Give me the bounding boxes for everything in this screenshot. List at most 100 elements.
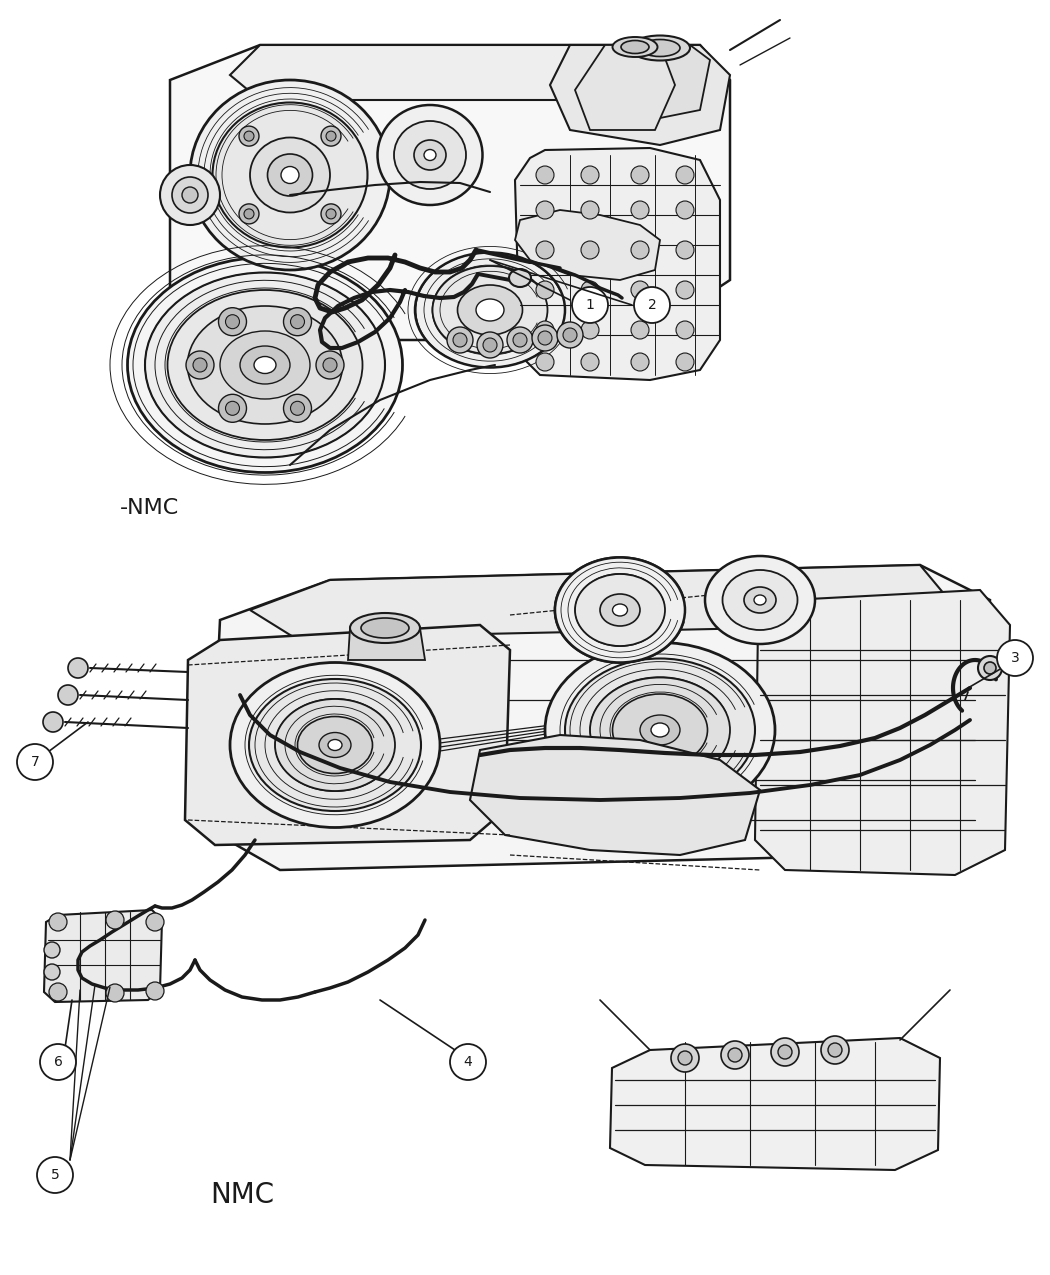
Ellipse shape — [555, 557, 685, 663]
Circle shape — [284, 394, 312, 422]
Ellipse shape — [621, 41, 649, 54]
Circle shape — [671, 1044, 699, 1072]
Circle shape — [581, 201, 598, 219]
Ellipse shape — [651, 723, 669, 737]
Circle shape — [631, 166, 649, 184]
Circle shape — [44, 942, 60, 958]
Circle shape — [68, 658, 88, 678]
Ellipse shape — [394, 121, 466, 189]
Circle shape — [326, 209, 336, 219]
Ellipse shape — [268, 154, 313, 196]
Ellipse shape — [630, 36, 690, 60]
Ellipse shape — [168, 289, 362, 440]
Circle shape — [37, 1156, 74, 1193]
Ellipse shape — [328, 740, 342, 751]
Circle shape — [572, 287, 608, 323]
Circle shape — [106, 984, 124, 1002]
Circle shape — [284, 307, 312, 335]
Circle shape — [676, 321, 694, 339]
Circle shape — [536, 321, 554, 339]
Ellipse shape — [361, 618, 410, 638]
Circle shape — [316, 351, 344, 379]
Circle shape — [239, 204, 259, 224]
Circle shape — [676, 280, 694, 300]
Circle shape — [581, 166, 598, 184]
Text: 6: 6 — [54, 1054, 62, 1068]
Ellipse shape — [249, 680, 421, 811]
Circle shape — [218, 307, 247, 335]
Circle shape — [581, 241, 598, 259]
Circle shape — [321, 204, 341, 224]
Circle shape — [44, 964, 60, 980]
Circle shape — [43, 711, 63, 732]
Circle shape — [821, 1037, 849, 1065]
Ellipse shape — [240, 346, 290, 384]
Circle shape — [532, 325, 558, 351]
Ellipse shape — [350, 613, 420, 643]
Polygon shape — [514, 210, 660, 280]
Circle shape — [146, 913, 164, 931]
Circle shape — [634, 287, 670, 323]
Text: 1: 1 — [586, 298, 594, 312]
Ellipse shape — [424, 149, 436, 161]
Circle shape — [536, 241, 554, 259]
Ellipse shape — [145, 273, 385, 458]
Circle shape — [182, 187, 198, 203]
Circle shape — [721, 1040, 749, 1068]
Text: NMC: NMC — [210, 1181, 274, 1209]
Ellipse shape — [590, 677, 730, 783]
Circle shape — [49, 983, 67, 1001]
Polygon shape — [610, 1038, 940, 1170]
Circle shape — [984, 662, 996, 674]
Polygon shape — [20, 544, 1035, 1265]
Ellipse shape — [640, 715, 680, 745]
Polygon shape — [575, 45, 675, 130]
Circle shape — [828, 1043, 842, 1057]
Circle shape — [728, 1048, 742, 1062]
Circle shape — [49, 913, 67, 931]
Circle shape — [978, 657, 1002, 680]
Circle shape — [581, 353, 598, 371]
Circle shape — [581, 321, 598, 339]
Circle shape — [291, 315, 304, 329]
Ellipse shape — [722, 570, 798, 630]
Circle shape — [507, 326, 533, 353]
Circle shape — [676, 201, 694, 219]
Circle shape — [513, 333, 527, 347]
Ellipse shape — [545, 643, 775, 817]
Circle shape — [676, 241, 694, 259]
Text: 7: 7 — [30, 755, 40, 769]
Ellipse shape — [640, 40, 680, 56]
Circle shape — [563, 328, 578, 342]
Circle shape — [453, 333, 467, 347]
Ellipse shape — [297, 717, 373, 774]
Circle shape — [146, 982, 164, 1000]
Ellipse shape — [565, 658, 755, 802]
Ellipse shape — [220, 332, 310, 399]
Circle shape — [538, 332, 552, 346]
Circle shape — [239, 126, 259, 147]
Ellipse shape — [458, 286, 523, 335]
Circle shape — [160, 164, 220, 224]
Circle shape — [186, 351, 214, 379]
Ellipse shape — [476, 300, 504, 321]
Ellipse shape — [612, 604, 628, 616]
Circle shape — [771, 1038, 799, 1066]
Circle shape — [778, 1046, 792, 1060]
Ellipse shape — [281, 167, 299, 184]
Ellipse shape — [275, 699, 395, 790]
Ellipse shape — [127, 258, 402, 473]
Circle shape — [321, 126, 341, 147]
Polygon shape — [50, 15, 760, 490]
Circle shape — [226, 315, 239, 329]
Circle shape — [998, 640, 1033, 676]
Circle shape — [536, 201, 554, 219]
Ellipse shape — [212, 102, 368, 247]
Circle shape — [17, 745, 52, 780]
Polygon shape — [250, 565, 945, 638]
Text: 2: 2 — [648, 298, 656, 312]
Circle shape — [631, 201, 649, 219]
Circle shape — [244, 209, 254, 219]
Circle shape — [323, 358, 337, 372]
Circle shape — [477, 332, 503, 358]
